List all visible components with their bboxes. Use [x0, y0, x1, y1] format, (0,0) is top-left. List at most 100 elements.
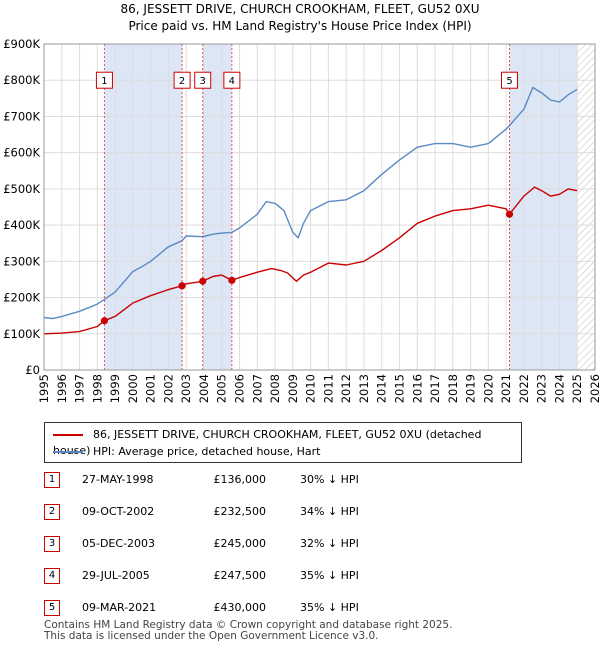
- sale-price: £232,500: [213, 505, 267, 518]
- sale-point: [100, 317, 109, 325]
- sale-badge: 2: [44, 504, 60, 520]
- sale-hpi-diff: 32% ↓ HPI: [300, 537, 359, 550]
- sale-price: £136,000: [213, 473, 267, 486]
- table-row: 1 27-MAY-1998 £136,000 30% ↓ HPI: [0, 470, 600, 490]
- sale-date: 05-DEC-2003: [82, 537, 156, 550]
- x-tick-label: 1996: [55, 374, 69, 403]
- y-tick-label: £200K: [3, 291, 40, 305]
- sale-badge: 3: [44, 536, 60, 552]
- x-tick-label: 2026: [588, 374, 600, 403]
- x-tick-label: 2008: [268, 374, 282, 403]
- x-tick-label: 2024: [552, 374, 566, 403]
- sale-hpi-diff: 34% ↓ HPI: [300, 505, 359, 518]
- x-tick-label: 2015: [392, 374, 406, 403]
- footer: Contains HM Land Registry data © Crown c…: [44, 620, 452, 642]
- x-tick-label: 1997: [73, 374, 87, 403]
- x-tick-label: 2005: [215, 374, 229, 403]
- legend-price-swatch: [53, 434, 83, 436]
- sale-marker-label: 2: [179, 76, 185, 87]
- x-tick-label: 2003: [179, 374, 193, 403]
- x-tick-label: 2025: [570, 374, 584, 403]
- x-tick-label: 2021: [499, 374, 513, 403]
- x-tick-label: 1995: [37, 374, 51, 403]
- sale-hpi-diff: 35% ↓ HPI: [300, 601, 359, 614]
- x-tick-label: 2011: [321, 374, 335, 403]
- table-row: 5 09-MAR-2021 £430,000 35% ↓ HPI: [0, 598, 600, 618]
- legend-price-entry: 86, JESSETT DRIVE, CHURCH CROOKHAM, FLEE…: [53, 427, 521, 457]
- x-tick-label: 2009: [286, 374, 300, 403]
- sale-marker-badge: [223, 71, 241, 89]
- y-tick-label: £500K: [3, 182, 40, 196]
- x-tick-label: 2002: [161, 374, 175, 403]
- chart-title: 86, JESSETT DRIVE, CHURCH CROOKHAM, FLEE…: [120, 2, 480, 16]
- sale-point: [199, 277, 207, 285]
- x-tick-label: 2014: [375, 374, 389, 403]
- sale-price: £247,500: [213, 569, 267, 582]
- y-tick-label: £0: [25, 363, 40, 377]
- x-tick-label: 2020: [481, 374, 495, 403]
- x-tick-label: 2013: [357, 374, 371, 403]
- footer-copyright: Contains HM Land Registry data © Crown c…: [44, 619, 453, 631]
- y-tick-label: £100K: [3, 327, 40, 341]
- x-tick-label: 2016: [410, 374, 424, 403]
- x-tick-label: 2000: [126, 374, 140, 403]
- sale-marker-label: 5: [506, 76, 512, 87]
- y-tick-label: £300K: [3, 254, 40, 268]
- x-tick-label: 2007: [250, 374, 264, 403]
- x-tick-label: 2001: [144, 374, 158, 403]
- legend-hpi-entry: HPI: Average price, detached house, Hart: [53, 444, 320, 460]
- table-row: 2 09-OCT-2002 £232,500 34% ↓ HPI: [0, 502, 600, 522]
- legend-hpi-swatch: [53, 451, 83, 453]
- x-tick-label: 2004: [197, 374, 211, 403]
- x-tick-label: 2023: [535, 374, 549, 403]
- hpi-line: [43, 86, 578, 320]
- sale-marker-label: 1: [101, 76, 107, 87]
- sale-date: 29-JUL-2005: [82, 569, 150, 582]
- y-tick-label: £700K: [3, 109, 40, 123]
- sale-badge: 5: [44, 600, 60, 616]
- legend-price-label: 86, JESSETT DRIVE, CHURCH CROOKHAM, FLEE…: [53, 428, 482, 457]
- sale-date: 09-OCT-2002: [82, 505, 155, 518]
- sale-marker-label: 3: [200, 76, 206, 87]
- price-paid-line: [43, 186, 578, 335]
- x-tick-label: 2019: [464, 374, 478, 403]
- x-tick-label: 2010: [304, 374, 318, 403]
- y-tick-label: £900K: [3, 37, 40, 51]
- sale-marker-badge: [95, 71, 113, 89]
- plot-frame: [43, 43, 596, 371]
- sale-date: 27-MAY-1998: [82, 473, 154, 486]
- sale-price: £430,000: [213, 601, 267, 614]
- chart-legend: 86, JESSETT DRIVE, CHURCH CROOKHAM, FLEE…: [44, 422, 522, 463]
- sale-marker-badge: [501, 71, 519, 89]
- x-tick-label: 2018: [446, 374, 460, 403]
- y-tick-label: £600K: [3, 146, 40, 160]
- shaded-range: [104, 44, 183, 370]
- sale-marker-badge: [173, 71, 191, 89]
- table-row: 3 05-DEC-2003 £245,000 32% ↓ HPI: [0, 534, 600, 554]
- sale-point: [228, 276, 236, 284]
- x-tick-label: 2012: [339, 374, 353, 403]
- x-tick-label: 2006: [233, 374, 247, 403]
- table-row: 4 29-JUL-2005 £247,500 35% ↓ HPI: [0, 566, 600, 586]
- sale-point: [178, 282, 186, 290]
- sale-badge: 4: [44, 568, 60, 584]
- sale-point: [505, 210, 514, 218]
- x-tick-label: 1998: [90, 374, 104, 403]
- legend-hpi-label: HPI: Average price, detached house, Hart: [93, 445, 321, 458]
- forecast-hatch: [577, 44, 595, 370]
- sale-badge: 1: [44, 472, 60, 488]
- sale-marker-label: 4: [229, 76, 235, 87]
- y-tick-label: £400K: [3, 218, 40, 232]
- y-tick-label: £800K: [3, 73, 40, 87]
- sale-date: 09-MAR-2021: [82, 601, 157, 614]
- price-chart: 1 2 3 4 5 £0 £100K £200K £300K £400K £500K £600K £7…: [3, 37, 600, 403]
- sale-price: £245,000: [213, 537, 267, 550]
- shaded-range: [509, 44, 578, 370]
- footer-license: This data is licensed under the Open Gov…: [44, 630, 379, 642]
- x-tick-label: 2017: [428, 374, 442, 403]
- sale-hpi-diff: 35% ↓ HPI: [300, 569, 359, 582]
- chart-subtitle: Price paid vs. HM Land Registry's House …: [128, 19, 472, 33]
- x-tick-label: 2022: [517, 374, 531, 403]
- shaded-range: [202, 44, 232, 370]
- sale-hpi-diff: 30% ↓ HPI: [300, 473, 359, 486]
